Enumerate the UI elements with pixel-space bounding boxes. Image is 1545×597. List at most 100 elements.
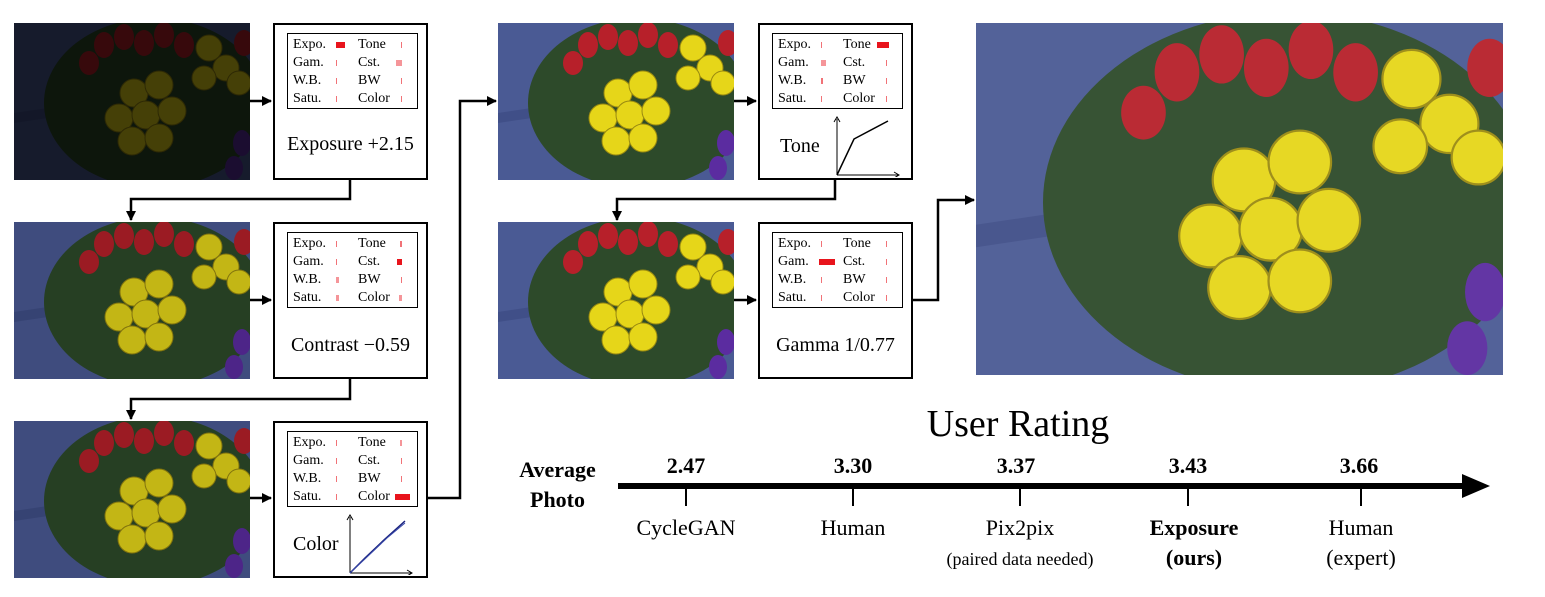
bar-expo: [821, 241, 822, 247]
bar-bw: [886, 277, 887, 283]
bar-satu: [821, 295, 822, 301]
step-caption: Contrast −0.59: [290, 334, 411, 356]
label-color: Color: [358, 489, 390, 504]
bar-color: [399, 295, 402, 301]
bar-tone: [401, 42, 402, 48]
bar-expo: [336, 42, 345, 48]
average-photo-label: Average Photo: [519, 457, 596, 512]
label-bw: BW: [843, 73, 866, 88]
rating-title: User Rating: [926, 403, 1110, 445]
rating-value-pix2pix: 3.37: [996, 453, 1036, 478]
label-wb: W.B.: [778, 73, 807, 88]
label-color: Color: [358, 91, 390, 106]
control-panel-gamma: Expo. Tone Gam. Cst. W.B. BW Satu. Color…: [758, 222, 913, 379]
parameter-grid: Expo. Tone Gam. Cst. W.B. BW Satu. Color: [772, 33, 903, 109]
bar-gam: [336, 458, 337, 464]
photo-step-0: [14, 23, 250, 180]
bar-gam: [819, 259, 835, 265]
bar-gam: [821, 60, 826, 66]
label-bw: BW: [358, 272, 381, 287]
label-wb: W.B.: [293, 272, 322, 287]
method-cyclegan: CycleGAN: [586, 513, 786, 543]
label-satu: Satu.: [778, 290, 807, 305]
method-pix2pix: Pix2pix (paired data needed): [920, 513, 1120, 574]
label-satu: Satu.: [293, 489, 322, 504]
label-bw: BW: [843, 272, 866, 287]
label-expo: Expo.: [778, 37, 812, 52]
label-color: Color: [843, 290, 875, 305]
method-exposure: Exposure (ours): [1094, 513, 1294, 573]
label-tone: Tone: [358, 435, 386, 450]
bar-bw: [886, 78, 887, 84]
bar-expo: [821, 42, 822, 48]
label-color: Color: [358, 290, 390, 305]
method-name: Pix2pix: [985, 515, 1055, 540]
rating-value-human: 3.30: [833, 453, 873, 478]
label-satu: Satu.: [293, 91, 322, 106]
bar-expo: [336, 440, 337, 446]
label-cst: Cst.: [843, 254, 866, 269]
bar-wb: [336, 476, 337, 482]
label-gam: Gam.: [293, 254, 324, 269]
label-tone: Tone: [358, 236, 386, 251]
bar-tone: [400, 440, 402, 446]
control-panel-contrast: Expo. Tone Gam. Cst. W.B. BW Satu. Color…: [273, 222, 428, 379]
bar-color: [886, 295, 887, 301]
bar-cst: [886, 60, 887, 66]
bar-wb: [336, 78, 337, 84]
label-wb: W.B.: [293, 471, 322, 486]
bar-bw: [401, 277, 402, 283]
bar-satu: [336, 494, 337, 500]
bar-expo: [336, 241, 337, 247]
bar-color: [401, 96, 402, 102]
photo-final: [976, 23, 1503, 375]
bar-tone: [886, 241, 887, 247]
label-tone: Tone: [843, 236, 871, 251]
bar-bw: [401, 78, 402, 84]
bar-color: [886, 96, 887, 102]
curve-label: Tone: [780, 135, 820, 157]
bar-color: [395, 494, 410, 500]
label-expo: Expo.: [293, 37, 327, 52]
bar-tone: [877, 42, 889, 48]
control-panel-exposure: Expo. Tone Gam. Cst. W.B. BW Satu. Color…: [273, 23, 428, 180]
label-expo: Expo.: [293, 435, 327, 450]
color-curve-plot: [346, 514, 413, 575]
method-human: Human: [753, 513, 953, 543]
method-name: Exposure: [1149, 515, 1239, 540]
label-wb: W.B.: [778, 272, 807, 287]
step-caption: Exposure +2.15: [287, 133, 414, 155]
photo-step-1: [14, 222, 250, 379]
bar-cst: [886, 259, 887, 265]
label-color: Color: [843, 91, 875, 106]
method-note: (paired data needed): [946, 549, 1094, 569]
bar-tone: [400, 241, 402, 247]
label-tone: Tone: [358, 37, 386, 52]
bar-satu: [821, 96, 822, 102]
label-expo: Expo.: [293, 236, 327, 251]
bar-satu: [336, 295, 339, 301]
bar-wb: [821, 78, 823, 84]
label-satu: Satu.: [778, 91, 807, 106]
label-gam: Gam.: [778, 55, 809, 70]
label-gam: Gam.: [293, 55, 324, 70]
bar-wb: [336, 277, 339, 283]
parameter-grid: Expo. Tone Gam. Cst. W.B. BW Satu. Color: [287, 232, 418, 308]
label-wb: W.B.: [293, 73, 322, 88]
method-name: Human: [1328, 515, 1394, 540]
method-note: (expert): [1326, 545, 1396, 570]
label-tone: Tone: [843, 37, 871, 52]
bar-cst: [396, 60, 402, 66]
parameter-grid: Expo. Tone Gam. Cst. W.B. BW Satu. Color: [287, 431, 418, 507]
rating-value-cyclegan: 2.47: [666, 453, 706, 478]
rating-value-exposure: 3.43: [1168, 453, 1208, 478]
parameter-grid: Expo. Tone Gam. Cst. W.B. BW Satu. Color: [287, 33, 418, 109]
curve-label: Color: [293, 533, 339, 555]
parameter-grid: Expo. Tone Gam. Cst. W.B. BW Satu. Color: [772, 232, 903, 308]
method-name: CycleGAN: [636, 515, 736, 540]
control-panel-color: Expo. Tone Gam. Cst. W.B. BW Satu. Color…: [273, 421, 428, 578]
label-cst: Cst.: [358, 453, 381, 468]
bar-bw: [401, 476, 402, 482]
label-bw: BW: [358, 471, 381, 486]
